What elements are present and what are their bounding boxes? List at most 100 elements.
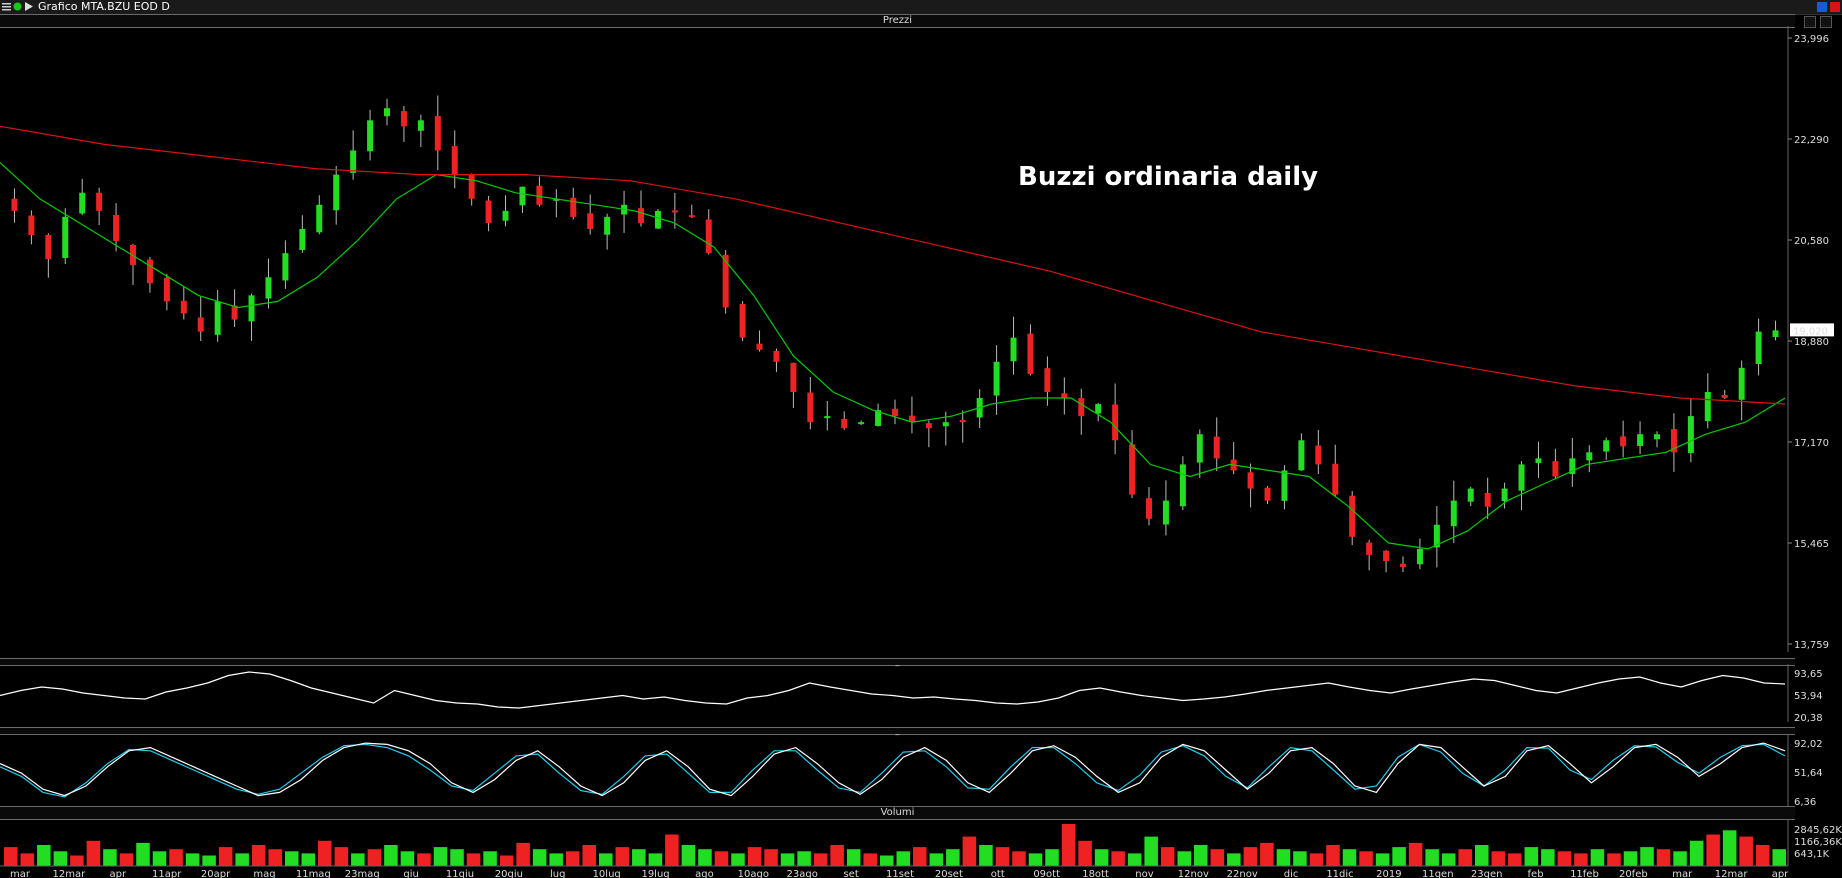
candle <box>299 228 306 250</box>
volume-bar <box>1524 847 1539 866</box>
volume-bar <box>946 849 960 866</box>
volume-bar <box>70 855 84 866</box>
volume-bar <box>962 836 977 866</box>
chart-title: Buzzi ordinaria daily <box>1018 162 1318 192</box>
candle <box>638 208 644 223</box>
candle <box>231 305 238 320</box>
candle <box>908 415 915 423</box>
rsi-tick-label: 20,38 <box>1794 713 1823 724</box>
x-tick-label: 19lug <box>641 869 669 878</box>
volume-bar <box>565 851 580 866</box>
menu-icon[interactable] <box>2 2 11 11</box>
candle <box>333 174 340 211</box>
volume-bar <box>400 851 415 866</box>
volume-bar <box>1623 851 1638 866</box>
candle <box>925 423 932 429</box>
x-tick-label: 10ago <box>738 869 769 878</box>
volume-bar <box>450 849 464 866</box>
volume-bar <box>202 855 216 866</box>
last-price-label: 19,020 <box>1793 326 1828 337</box>
x-tick-label: ago <box>695 869 714 878</box>
x-tick-label: mar <box>1672 869 1693 878</box>
volume-bar <box>1722 830 1737 866</box>
rsi-line <box>0 671 1786 709</box>
volume-bar <box>1045 849 1059 866</box>
candle <box>1738 367 1745 400</box>
volume-bar <box>20 853 35 866</box>
x-tick-label: 22nov <box>1227 869 1258 878</box>
candle <box>773 350 780 362</box>
candle <box>1687 416 1694 453</box>
volume-bar <box>1739 836 1753 866</box>
candle <box>1332 463 1339 495</box>
volume-bar <box>251 845 266 866</box>
volume-bar <box>1491 851 1506 866</box>
candle <box>485 200 492 223</box>
volume-bar <box>152 851 167 866</box>
price-tick-label: 17,170 <box>1794 438 1829 449</box>
candle <box>841 418 848 429</box>
volume-bar <box>301 853 316 866</box>
volume-bar <box>1243 847 1258 866</box>
volume-tick-label: 643,1K <box>1794 849 1830 860</box>
status-dot-icon[interactable] <box>13 2 22 11</box>
candle <box>1620 436 1627 447</box>
candle <box>163 277 170 302</box>
candle <box>62 216 69 259</box>
candle <box>1112 404 1119 441</box>
x-tick-label: 12mar <box>53 869 87 878</box>
candle <box>1569 458 1576 474</box>
panel-close-icon[interactable] <box>1820 16 1832 28</box>
volume-bar <box>764 849 778 866</box>
candle <box>417 120 424 131</box>
price-tick-label: 13,759 <box>1794 640 1829 651</box>
volume-bar <box>384 845 398 866</box>
volume-tick-label: 2845,62K <box>1794 825 1842 836</box>
volume-bar <box>499 855 514 866</box>
volume-bar <box>648 853 663 866</box>
x-tick-label: 12mar <box>1715 869 1749 878</box>
candle <box>282 253 289 281</box>
volume-bar <box>1640 847 1654 866</box>
ma200-line <box>0 125 1786 405</box>
candle <box>316 204 323 233</box>
x-tick-label: 10lug <box>593 869 621 878</box>
volume-bar <box>1144 836 1158 866</box>
volume-bar <box>582 845 596 866</box>
volume-bar <box>1474 845 1489 866</box>
candle <box>11 198 18 211</box>
volume-bar <box>698 849 712 866</box>
price-tick-label: 22,290 <box>1794 135 1829 146</box>
maximize-icon[interactable] <box>1817 2 1827 12</box>
x-tick-label: feb <box>1528 869 1544 878</box>
candle <box>671 210 678 213</box>
close-icon[interactable] <box>1830 2 1840 12</box>
volume-bar <box>863 853 877 866</box>
candle <box>1450 500 1457 527</box>
candle <box>1264 487 1271 501</box>
candle <box>1484 492 1491 507</box>
x-tick-label: mag <box>253 869 275 878</box>
candle <box>587 213 594 229</box>
x-tick-label: ott <box>991 869 1005 878</box>
candle <box>858 422 865 425</box>
volume-bar <box>516 842 530 866</box>
candle <box>1535 458 1542 463</box>
volume-bar <box>136 842 150 866</box>
candle <box>570 197 577 217</box>
panel-restore-icon[interactable] <box>1804 16 1816 28</box>
volume-bar <box>235 853 249 866</box>
play-icon[interactable] <box>24 2 33 11</box>
candle <box>1654 434 1660 440</box>
stoch-tick-label: 6,36 <box>1794 797 1816 808</box>
volume-bar <box>169 849 183 866</box>
candle <box>892 408 898 417</box>
candle <box>1298 440 1305 471</box>
candle <box>1146 498 1152 519</box>
x-tick-label: apr <box>109 869 126 878</box>
volume-bar <box>433 847 448 866</box>
volume-bar <box>714 851 729 866</box>
volume-bar <box>1194 845 1208 866</box>
candle <box>45 234 52 260</box>
